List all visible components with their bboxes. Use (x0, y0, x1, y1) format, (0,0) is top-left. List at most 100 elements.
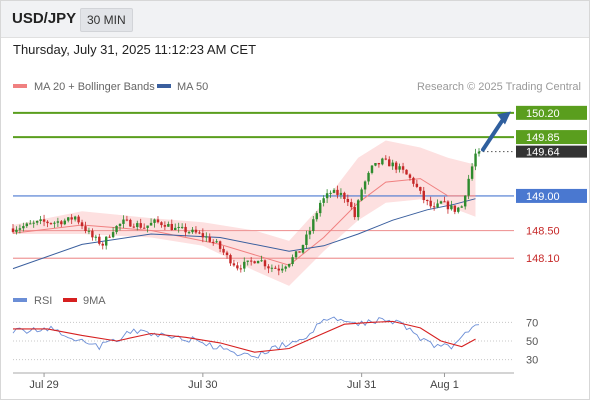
bull-candle (315, 213, 318, 220)
bull-candle (270, 267, 274, 269)
bear-candle (377, 163, 381, 165)
bull-candle (305, 234, 308, 245)
bear-candle (343, 192, 346, 199)
bear-candle (101, 243, 104, 246)
rsi-legend-label: RSI (34, 295, 52, 307)
ma50-legend-swatch (157, 84, 171, 88)
bull-candle (246, 260, 249, 262)
bull-candle (477, 151, 481, 154)
bull-candle (187, 232, 191, 234)
bull-candle (460, 206, 463, 208)
copyright-label: Research © 2025 Trading Central (417, 81, 581, 93)
bear-candle (49, 223, 53, 225)
rsi-ma-legend-swatch (63, 298, 77, 302)
forecast-arrow (481, 114, 507, 152)
bear-candle (350, 202, 353, 208)
x-tick-label: Aug 1 (430, 379, 459, 391)
bull-candle (301, 244, 305, 253)
bear-candle (263, 260, 267, 267)
x-axis: Jul 29 Jul 30 Jul 31 Aug 1 (13, 372, 514, 391)
bull-candle (463, 195, 467, 207)
bear-candle (253, 261, 256, 264)
bear-candle (443, 201, 446, 203)
bear-candle (198, 232, 201, 234)
chart-datetime: Thursday, July 31, 2025 11:12:23 AM CET (13, 42, 257, 57)
bull-candle (136, 223, 139, 228)
bull-candle (32, 222, 35, 224)
bear-candle (429, 200, 432, 207)
bear-candle (156, 219, 160, 223)
bull-candle (215, 241, 218, 243)
bull-candle (18, 228, 22, 230)
level-label: 149.00 (526, 191, 560, 203)
level-label: 149.64 (526, 147, 560, 159)
price-panel: 150.20 149.85 149.64 149.00 148.50 148.10 (11, 105, 587, 286)
x-tick-label: Jul 30 (188, 379, 217, 391)
bull-candle (67, 217, 70, 221)
rsi-ma-line (13, 320, 476, 353)
ma20-line (12, 178, 476, 266)
bull-candle (467, 178, 470, 196)
ma50-line (12, 198, 476, 270)
bear-candle (277, 268, 280, 271)
bull-candle (118, 223, 122, 226)
bear-candle (129, 219, 132, 227)
rsi-ma-legend-label: 9MA (83, 295, 106, 307)
bull-candle (243, 261, 246, 269)
legend: MA 20 + Bollinger Bands MA 50 Research ©… (13, 81, 581, 93)
bear-candle (336, 189, 339, 195)
bull-candle (167, 223, 170, 227)
bull-candle (94, 236, 98, 238)
bear-candle (298, 251, 301, 253)
bear-candle (170, 223, 173, 231)
x-tick-label: Jul 31 (347, 379, 376, 391)
bull-candle (470, 166, 474, 179)
bull-candle (153, 219, 156, 223)
rsi-legend-swatch (13, 298, 27, 302)
bull-candle (104, 236, 108, 246)
bull-candle (374, 163, 377, 166)
bear-candle (98, 236, 101, 244)
bull-candle (39, 219, 42, 221)
bull-candle (294, 251, 298, 258)
bull-candle (450, 205, 453, 210)
bear-candle (419, 186, 422, 191)
timeframe-button[interactable]: 30 MIN (80, 8, 133, 32)
bull-candle (474, 153, 477, 167)
x-tick-label: Jul 29 (29, 379, 58, 391)
bull-candle (174, 227, 177, 230)
bear-candle (222, 248, 225, 253)
bull-candle (398, 166, 401, 170)
bull-candle (29, 223, 32, 225)
bear-candle (426, 200, 429, 202)
bull-candle (256, 260, 260, 264)
rsi-tick-label: 50 (526, 336, 538, 348)
bull-candle (284, 266, 287, 269)
bear-candle (163, 225, 167, 227)
bull-candle (356, 200, 360, 218)
bull-candle (15, 229, 18, 232)
bear-candle (432, 206, 436, 208)
bull-candle (287, 263, 291, 267)
bull-candle (25, 223, 29, 227)
bear-candle (401, 166, 405, 170)
bull-candle (149, 222, 153, 226)
bear-candle (91, 230, 94, 238)
bull-candle (457, 207, 460, 212)
bear-candle (274, 267, 277, 269)
level-label: 148.50 (526, 226, 560, 238)
bull-candle (205, 236, 208, 238)
bull-candle (122, 219, 125, 224)
bear-candle (160, 222, 163, 226)
bear-candle (77, 216, 80, 223)
bull-candle (111, 232, 115, 238)
bear-candle (60, 221, 63, 225)
bull-candle (53, 222, 56, 224)
bear-candle (11, 228, 15, 232)
bull-candle (312, 219, 315, 231)
bear-candle (132, 226, 136, 228)
bull-candle (146, 225, 149, 228)
candles (11, 148, 481, 276)
bull-candle (360, 189, 363, 201)
